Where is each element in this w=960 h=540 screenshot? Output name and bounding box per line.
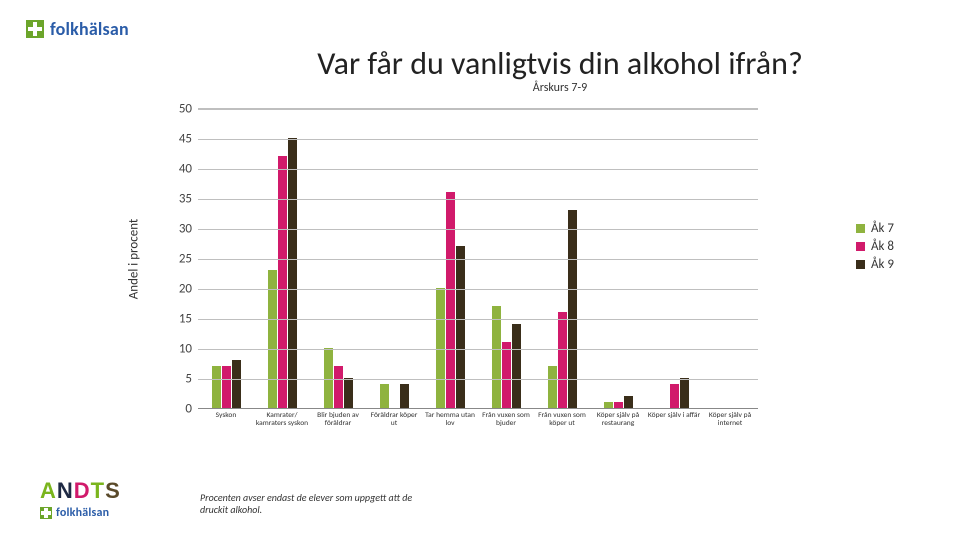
bar — [680, 378, 689, 408]
andts-logo: ANDTS — [40, 478, 121, 504]
bar — [334, 366, 343, 408]
bar — [288, 138, 297, 408]
bar-group — [268, 138, 297, 408]
y-tick-label: 5 — [162, 372, 192, 387]
bar-group — [324, 348, 353, 408]
brand-logo-bottom: folkhälsan — [40, 506, 121, 520]
brand-name: folkhälsan — [50, 18, 129, 40]
legend-swatch — [856, 224, 865, 233]
bar — [212, 366, 221, 408]
bar — [446, 192, 455, 408]
y-tick-label: 25 — [162, 252, 192, 267]
bar — [324, 348, 333, 408]
chart-title: Var får du vanligtvis din alkohol ifrån? — [200, 44, 920, 83]
bar-group — [212, 360, 241, 408]
y-tick-label: 15 — [162, 312, 192, 327]
y-axis-label: Andel i procent — [127, 218, 142, 299]
x-tick-label: Tar hemma utan lov — [423, 412, 477, 429]
legend-item: Åk 7 — [856, 221, 894, 236]
x-tick-label: Från vuxen som bjuder — [479, 412, 533, 429]
grid-line — [198, 289, 758, 290]
x-tick-label: Köper själv i affär — [647, 412, 701, 420]
x-tick-label: Köper själv på restaurang — [591, 412, 645, 429]
y-tick-label: 10 — [162, 342, 192, 357]
x-tick-label: Föräldrar köper ut — [367, 412, 421, 429]
bar-group — [660, 378, 689, 408]
cross-icon — [40, 507, 52, 519]
bar-group — [492, 306, 521, 408]
bar — [268, 270, 277, 408]
legend-item: Åk 9 — [856, 257, 894, 272]
footnote: Procenten avser endast de elever som upp… — [200, 492, 420, 516]
bar — [670, 384, 679, 408]
bar-group — [604, 396, 633, 408]
grid-line — [198, 109, 758, 110]
bar — [558, 312, 567, 408]
cross-icon — [26, 20, 44, 38]
x-tick-label: Blir bjuden av föräldrar — [311, 412, 365, 429]
chart: Andel i procent 05101520253035404550 Sys… — [118, 108, 838, 448]
x-tick-label: Kamrater/ kamraters syskon — [255, 412, 309, 429]
y-tick-label: 30 — [162, 222, 192, 237]
legend-label: Åk 9 — [871, 257, 894, 272]
grid-line — [198, 259, 758, 260]
plot-area: Andel i procent 05101520253035404550 — [198, 108, 758, 408]
y-tick-label: 45 — [162, 132, 192, 147]
bar — [548, 366, 557, 408]
bar — [512, 324, 521, 408]
x-tick-label: Köper själv på internet — [703, 412, 757, 429]
grid-line — [198, 199, 758, 200]
legend-label: Åk 7 — [871, 221, 894, 236]
y-tick-label: 40 — [162, 162, 192, 177]
bar — [222, 366, 231, 408]
grid-line — [198, 169, 758, 170]
grid-line — [198, 379, 758, 380]
bar — [344, 378, 353, 408]
bar-group — [436, 192, 465, 408]
y-tick-label: 50 — [162, 102, 192, 117]
legend-label: Åk 8 — [871, 239, 894, 254]
brand-logo-top: folkhälsan — [26, 18, 129, 40]
legend: Åk 7 Åk 8 Åk 9 — [856, 218, 894, 275]
bar-group — [380, 384, 409, 408]
bar — [456, 246, 465, 408]
y-tick-label: 35 — [162, 192, 192, 207]
bar — [502, 342, 511, 408]
bar — [232, 360, 241, 408]
legend-item: Åk 8 — [856, 239, 894, 254]
x-tick-label: Från vuxen som köper ut — [535, 412, 589, 429]
bar — [400, 384, 409, 408]
x-axis-labels: SyskonKamrater/ kamraters syskonBlir bju… — [198, 412, 758, 446]
brand-name-small: folkhälsan — [56, 506, 109, 520]
bar — [492, 306, 501, 408]
title-block: Var får du vanligtvis din alkohol ifrån?… — [200, 44, 920, 95]
legend-swatch — [856, 260, 865, 269]
legend-swatch — [856, 242, 865, 251]
bar — [380, 384, 389, 408]
footer-brand: ANDTS folkhälsan — [40, 478, 121, 520]
grid-line — [198, 229, 758, 230]
bar — [278, 156, 287, 408]
x-tick-label: Syskon — [199, 412, 253, 420]
y-tick-label: 0 — [162, 402, 192, 417]
grid-line — [198, 349, 758, 350]
grid-line — [198, 319, 758, 320]
x-axis-line — [198, 408, 758, 409]
bar — [624, 396, 633, 408]
grid-line — [198, 139, 758, 140]
bar — [436, 288, 445, 408]
y-tick-label: 20 — [162, 282, 192, 297]
chart-subtitle: Årskurs 7-9 — [200, 81, 920, 95]
